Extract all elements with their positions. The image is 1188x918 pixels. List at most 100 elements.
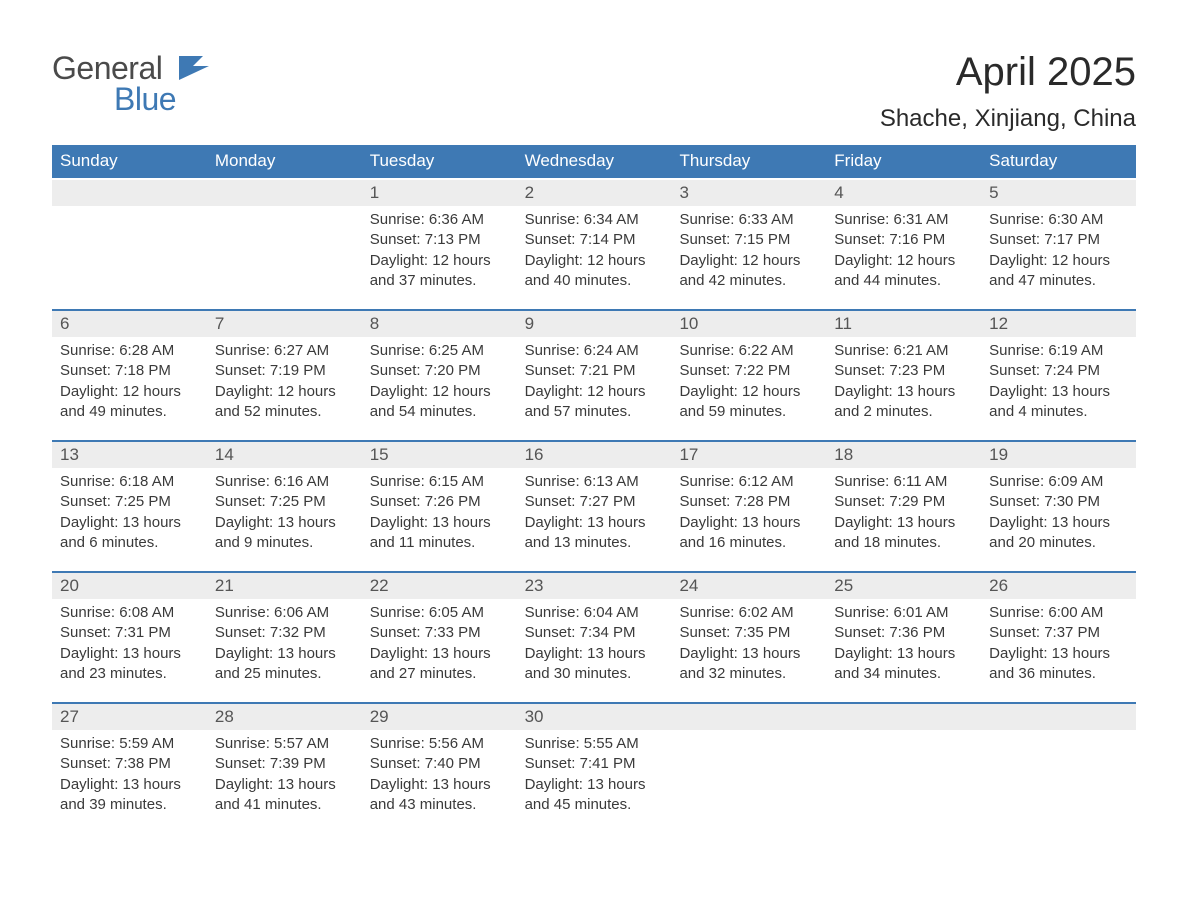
day-number: 17	[671, 442, 826, 468]
day-cell: 15Sunrise: 6:15 AMSunset: 7:26 PMDayligh…	[362, 440, 517, 571]
sunset-line: Sunset: 7:33 PM	[370, 623, 509, 643]
day-cell: 29Sunrise: 5:56 AMSunset: 7:40 PMDayligh…	[362, 702, 517, 833]
day-number: 4	[826, 180, 981, 206]
sunset-line: Sunset: 7:31 PM	[60, 623, 199, 643]
daylight-line: Daylight: 12 hours and 54 minutes.	[370, 382, 509, 423]
day-number: 23	[517, 573, 672, 599]
day-number: 12	[981, 311, 1136, 337]
day-body: Sunrise: 6:30 AMSunset: 7:17 PMDaylight:…	[981, 206, 1136, 291]
day-number	[826, 704, 981, 730]
day-cell: 21Sunrise: 6:06 AMSunset: 7:32 PMDayligh…	[207, 571, 362, 702]
sunrise-line: Sunrise: 6:04 AM	[525, 603, 664, 623]
daylight-line: Daylight: 12 hours and 42 minutes.	[679, 251, 818, 292]
day-number: 28	[207, 704, 362, 730]
day-cell: 9Sunrise: 6:24 AMSunset: 7:21 PMDaylight…	[517, 309, 672, 440]
sunset-line: Sunset: 7:21 PM	[525, 361, 664, 381]
sunrise-line: Sunrise: 6:34 AM	[525, 210, 664, 230]
day-cell: 24Sunrise: 6:02 AMSunset: 7:35 PMDayligh…	[671, 571, 826, 702]
day-body: Sunrise: 6:33 AMSunset: 7:15 PMDaylight:…	[671, 206, 826, 291]
sunset-line: Sunset: 7:25 PM	[215, 492, 354, 512]
day-body: Sunrise: 6:01 AMSunset: 7:36 PMDaylight:…	[826, 599, 981, 684]
day-body: Sunrise: 6:24 AMSunset: 7:21 PMDaylight:…	[517, 337, 672, 422]
day-cell: 3Sunrise: 6:33 AMSunset: 7:15 PMDaylight…	[671, 178, 826, 309]
sunrise-line: Sunrise: 6:05 AM	[370, 603, 509, 623]
sunrise-line: Sunrise: 6:00 AM	[989, 603, 1128, 623]
day-number: 20	[52, 573, 207, 599]
sunrise-line: Sunrise: 6:25 AM	[370, 341, 509, 361]
day-body: Sunrise: 6:06 AMSunset: 7:32 PMDaylight:…	[207, 599, 362, 684]
daylight-line: Daylight: 13 hours and 43 minutes.	[370, 775, 509, 816]
daylight-line: Daylight: 13 hours and 4 minutes.	[989, 382, 1128, 423]
daylight-line: Daylight: 13 hours and 11 minutes.	[370, 513, 509, 554]
sunrise-line: Sunrise: 6:36 AM	[370, 210, 509, 230]
sunset-line: Sunset: 7:23 PM	[834, 361, 973, 381]
sunset-line: Sunset: 7:28 PM	[679, 492, 818, 512]
day-cell: 4Sunrise: 6:31 AMSunset: 7:16 PMDaylight…	[826, 178, 981, 309]
day-cell: 28Sunrise: 5:57 AMSunset: 7:39 PMDayligh…	[207, 702, 362, 833]
day-number: 29	[362, 704, 517, 730]
daylight-line: Daylight: 13 hours and 13 minutes.	[525, 513, 664, 554]
weekday-header-cell: Saturday	[981, 145, 1136, 178]
day-cell-empty	[207, 178, 362, 309]
sunrise-line: Sunrise: 6:21 AM	[834, 341, 973, 361]
day-number: 13	[52, 442, 207, 468]
day-body: Sunrise: 6:27 AMSunset: 7:19 PMDaylight:…	[207, 337, 362, 422]
day-body: Sunrise: 6:18 AMSunset: 7:25 PMDaylight:…	[52, 468, 207, 553]
day-body: Sunrise: 6:13 AMSunset: 7:27 PMDaylight:…	[517, 468, 672, 553]
day-cell: 11Sunrise: 6:21 AMSunset: 7:23 PMDayligh…	[826, 309, 981, 440]
daylight-line: Daylight: 13 hours and 2 minutes.	[834, 382, 973, 423]
day-body: Sunrise: 6:02 AMSunset: 7:35 PMDaylight:…	[671, 599, 826, 684]
sunset-line: Sunset: 7:34 PM	[525, 623, 664, 643]
sunset-line: Sunset: 7:25 PM	[60, 492, 199, 512]
sunset-line: Sunset: 7:29 PM	[834, 492, 973, 512]
sunset-line: Sunset: 7:35 PM	[679, 623, 818, 643]
sunrise-line: Sunrise: 5:59 AM	[60, 734, 199, 754]
day-cell: 27Sunrise: 5:59 AMSunset: 7:38 PMDayligh…	[52, 702, 207, 833]
weekday-header-row: SundayMondayTuesdayWednesdayThursdayFrid…	[52, 145, 1136, 178]
daylight-line: Daylight: 12 hours and 49 minutes.	[60, 382, 199, 423]
daylight-line: Daylight: 13 hours and 16 minutes.	[679, 513, 818, 554]
day-cell: 6Sunrise: 6:28 AMSunset: 7:18 PMDaylight…	[52, 309, 207, 440]
sunrise-line: Sunrise: 5:57 AM	[215, 734, 354, 754]
day-number: 15	[362, 442, 517, 468]
day-number: 21	[207, 573, 362, 599]
header: General Blue April 2025 Shache, Xinjiang…	[52, 50, 1136, 133]
day-cell: 22Sunrise: 6:05 AMSunset: 7:33 PMDayligh…	[362, 571, 517, 702]
daylight-line: Daylight: 13 hours and 30 minutes.	[525, 644, 664, 685]
sunset-line: Sunset: 7:24 PM	[989, 361, 1128, 381]
day-body: Sunrise: 5:59 AMSunset: 7:38 PMDaylight:…	[52, 730, 207, 815]
day-cell: 12Sunrise: 6:19 AMSunset: 7:24 PMDayligh…	[981, 309, 1136, 440]
daylight-line: Daylight: 13 hours and 23 minutes.	[60, 644, 199, 685]
day-number	[207, 180, 362, 206]
day-number: 30	[517, 704, 672, 730]
day-body: Sunrise: 6:19 AMSunset: 7:24 PMDaylight:…	[981, 337, 1136, 422]
daylight-line: Daylight: 13 hours and 41 minutes.	[215, 775, 354, 816]
week-row: 13Sunrise: 6:18 AMSunset: 7:25 PMDayligh…	[52, 440, 1136, 571]
daylight-line: Daylight: 13 hours and 36 minutes.	[989, 644, 1128, 685]
weekday-header-cell: Friday	[826, 145, 981, 178]
day-body: Sunrise: 5:57 AMSunset: 7:39 PMDaylight:…	[207, 730, 362, 815]
day-number: 8	[362, 311, 517, 337]
day-cell-empty	[981, 702, 1136, 833]
day-body: Sunrise: 6:34 AMSunset: 7:14 PMDaylight:…	[517, 206, 672, 291]
sunrise-line: Sunrise: 6:19 AM	[989, 341, 1128, 361]
day-number: 14	[207, 442, 362, 468]
day-body: Sunrise: 6:00 AMSunset: 7:37 PMDaylight:…	[981, 599, 1136, 684]
week-row: 20Sunrise: 6:08 AMSunset: 7:31 PMDayligh…	[52, 571, 1136, 702]
day-number: 24	[671, 573, 826, 599]
day-cell: 13Sunrise: 6:18 AMSunset: 7:25 PMDayligh…	[52, 440, 207, 571]
day-cell: 26Sunrise: 6:00 AMSunset: 7:37 PMDayligh…	[981, 571, 1136, 702]
day-cell: 16Sunrise: 6:13 AMSunset: 7:27 PMDayligh…	[517, 440, 672, 571]
week-row: 1Sunrise: 6:36 AMSunset: 7:13 PMDaylight…	[52, 178, 1136, 309]
weekday-header-cell: Monday	[207, 145, 362, 178]
daylight-line: Daylight: 12 hours and 47 minutes.	[989, 251, 1128, 292]
brand-flag-icon	[179, 56, 213, 85]
day-number	[981, 704, 1136, 730]
day-body: Sunrise: 5:56 AMSunset: 7:40 PMDaylight:…	[362, 730, 517, 815]
day-number: 22	[362, 573, 517, 599]
daylight-line: Daylight: 13 hours and 32 minutes.	[679, 644, 818, 685]
sunrise-line: Sunrise: 6:06 AM	[215, 603, 354, 623]
daylight-line: Daylight: 12 hours and 44 minutes.	[834, 251, 973, 292]
week-row: 6Sunrise: 6:28 AMSunset: 7:18 PMDaylight…	[52, 309, 1136, 440]
daylight-line: Daylight: 13 hours and 25 minutes.	[215, 644, 354, 685]
